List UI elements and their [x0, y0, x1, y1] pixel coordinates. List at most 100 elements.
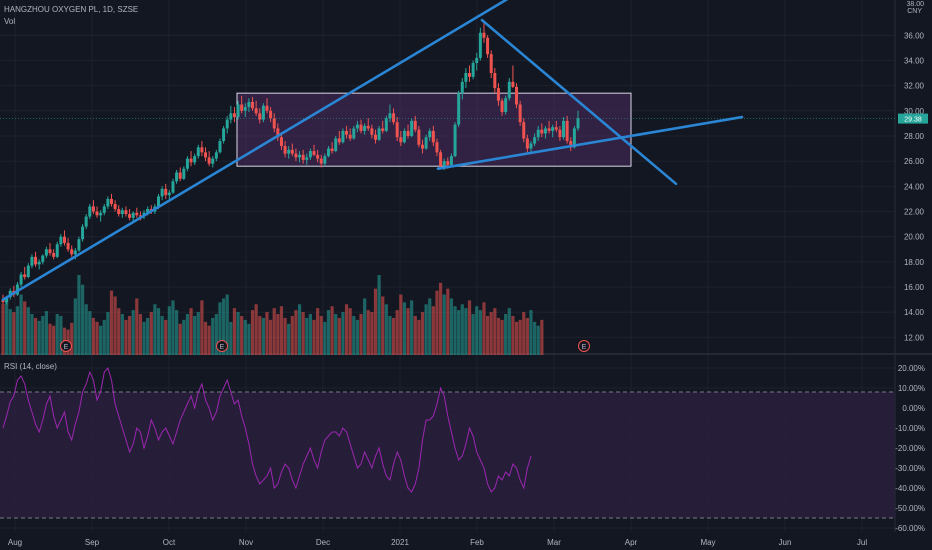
- time-tick-label: Feb: [470, 538, 484, 547]
- volume-bar: [23, 301, 27, 355]
- candle-body: [189, 158, 193, 163]
- candle-body: [489, 54, 493, 74]
- volume-bar: [493, 308, 497, 355]
- volume-bar: [189, 308, 193, 355]
- volume-bar: [48, 323, 52, 355]
- candle-body: [428, 130, 432, 138]
- candlestick-series: [1, 21, 580, 305]
- candle-body: [460, 81, 464, 94]
- volume-bar: [214, 314, 218, 355]
- volume-bar: [518, 319, 522, 355]
- candle-body: [388, 113, 392, 119]
- candle-body: [283, 146, 287, 154]
- volume-bar: [446, 288, 450, 355]
- earnings-marker[interactable]: [216, 340, 228, 352]
- earnings-marker[interactable]: [60, 340, 72, 352]
- volume-bar: [106, 312, 110, 355]
- candle-body: [254, 108, 258, 114]
- volume-bar: [464, 308, 468, 355]
- candle-body: [511, 81, 515, 87]
- volume-bar: [240, 315, 244, 355]
- candle-body: [59, 236, 63, 245]
- candle-body: [504, 98, 508, 113]
- price-tick-label: 36.00: [904, 31, 925, 40]
- candle-body: [91, 206, 95, 212]
- volume-bar: [135, 298, 139, 355]
- volume-bar: [95, 321, 99, 355]
- volume-bar: [359, 314, 363, 355]
- price-tick-label: 30.00: [904, 107, 925, 116]
- candle-body: [207, 157, 211, 164]
- rising-support-trendline[interactable]: [1, 0, 510, 301]
- volume-bar: [428, 298, 432, 355]
- candle-body: [106, 198, 110, 207]
- rsi-tick-label: -20.00%: [895, 444, 925, 453]
- volume-bar: [413, 315, 417, 355]
- volume-bar: [15, 306, 20, 355]
- candle-body: [167, 192, 171, 196]
- candle-body: [406, 130, 410, 136]
- volume-bar: [482, 302, 486, 355]
- volume-bar: [297, 304, 302, 355]
- volume-bar: [337, 317, 341, 355]
- candle-body: [182, 168, 186, 179]
- volume-bar: [211, 317, 215, 355]
- candle-body: [486, 37, 490, 55]
- volume-bar: [381, 296, 385, 355]
- candle-body: [525, 138, 529, 149]
- candle-body: [370, 128, 374, 135]
- time-tick-label: Apr: [625, 538, 638, 547]
- descending-resistance-trendline[interactable]: [480, 18, 678, 186]
- symbol-title: HANGZHOU OXYGEN PL, 1D, SZSE: [4, 5, 139, 14]
- volume-bar: [435, 290, 439, 355]
- candle-body: [258, 113, 262, 120]
- candle-body: [19, 274, 23, 285]
- candle-body: [431, 130, 435, 143]
- trendlines[interactable]: [0, 0, 895, 301]
- candle-body: [247, 101, 251, 108]
- volume-bar: [37, 320, 41, 355]
- volume-bar: [449, 298, 454, 355]
- volume-bar: [138, 314, 143, 355]
- volume-bar: [391, 317, 396, 355]
- volume-bar: [478, 310, 482, 355]
- price-tick-label: 18.00: [904, 258, 925, 267]
- volume-bar: [5, 298, 9, 355]
- price-tick-label: 20.00: [904, 233, 925, 242]
- last-price-tag[interactable]: [898, 113, 928, 124]
- volume-bar: [272, 308, 276, 355]
- candle-body: [366, 125, 370, 129]
- candle-body: [359, 124, 363, 131]
- candle-body: [225, 119, 229, 129]
- earnings-marker[interactable]: [578, 340, 590, 352]
- time-tick-label: Jul: [857, 538, 867, 547]
- volume-bar: [489, 312, 493, 355]
- volume-bar: [305, 317, 309, 355]
- candle-body: [518, 104, 522, 123]
- time-tick-label: Sep: [85, 538, 100, 547]
- volume-bar: [1, 304, 5, 355]
- volume-bar: [323, 321, 327, 355]
- volume-bar: [457, 310, 461, 355]
- volume-bar: [127, 315, 132, 355]
- rising-lower-trendline[interactable]: [436, 115, 744, 171]
- candle-body: [482, 32, 486, 38]
- candle-body: [99, 212, 103, 216]
- candle-body: [44, 249, 48, 256]
- volume-label: Vol: [4, 17, 16, 26]
- volume-bar: [44, 311, 48, 355]
- candle-body: [164, 188, 168, 196]
- time-tick-label: Dec: [316, 538, 330, 547]
- volume-bar: [120, 314, 124, 355]
- volume-bar: [265, 312, 269, 355]
- candle-body: [547, 128, 551, 131]
- volume-bar: [467, 300, 472, 355]
- volume-bar: [504, 314, 508, 355]
- volume-bar: [522, 312, 526, 355]
- candle-body: [117, 208, 121, 215]
- volume-bar: [460, 304, 464, 355]
- volume-bar: [200, 300, 204, 355]
- candle-body: [562, 120, 566, 138]
